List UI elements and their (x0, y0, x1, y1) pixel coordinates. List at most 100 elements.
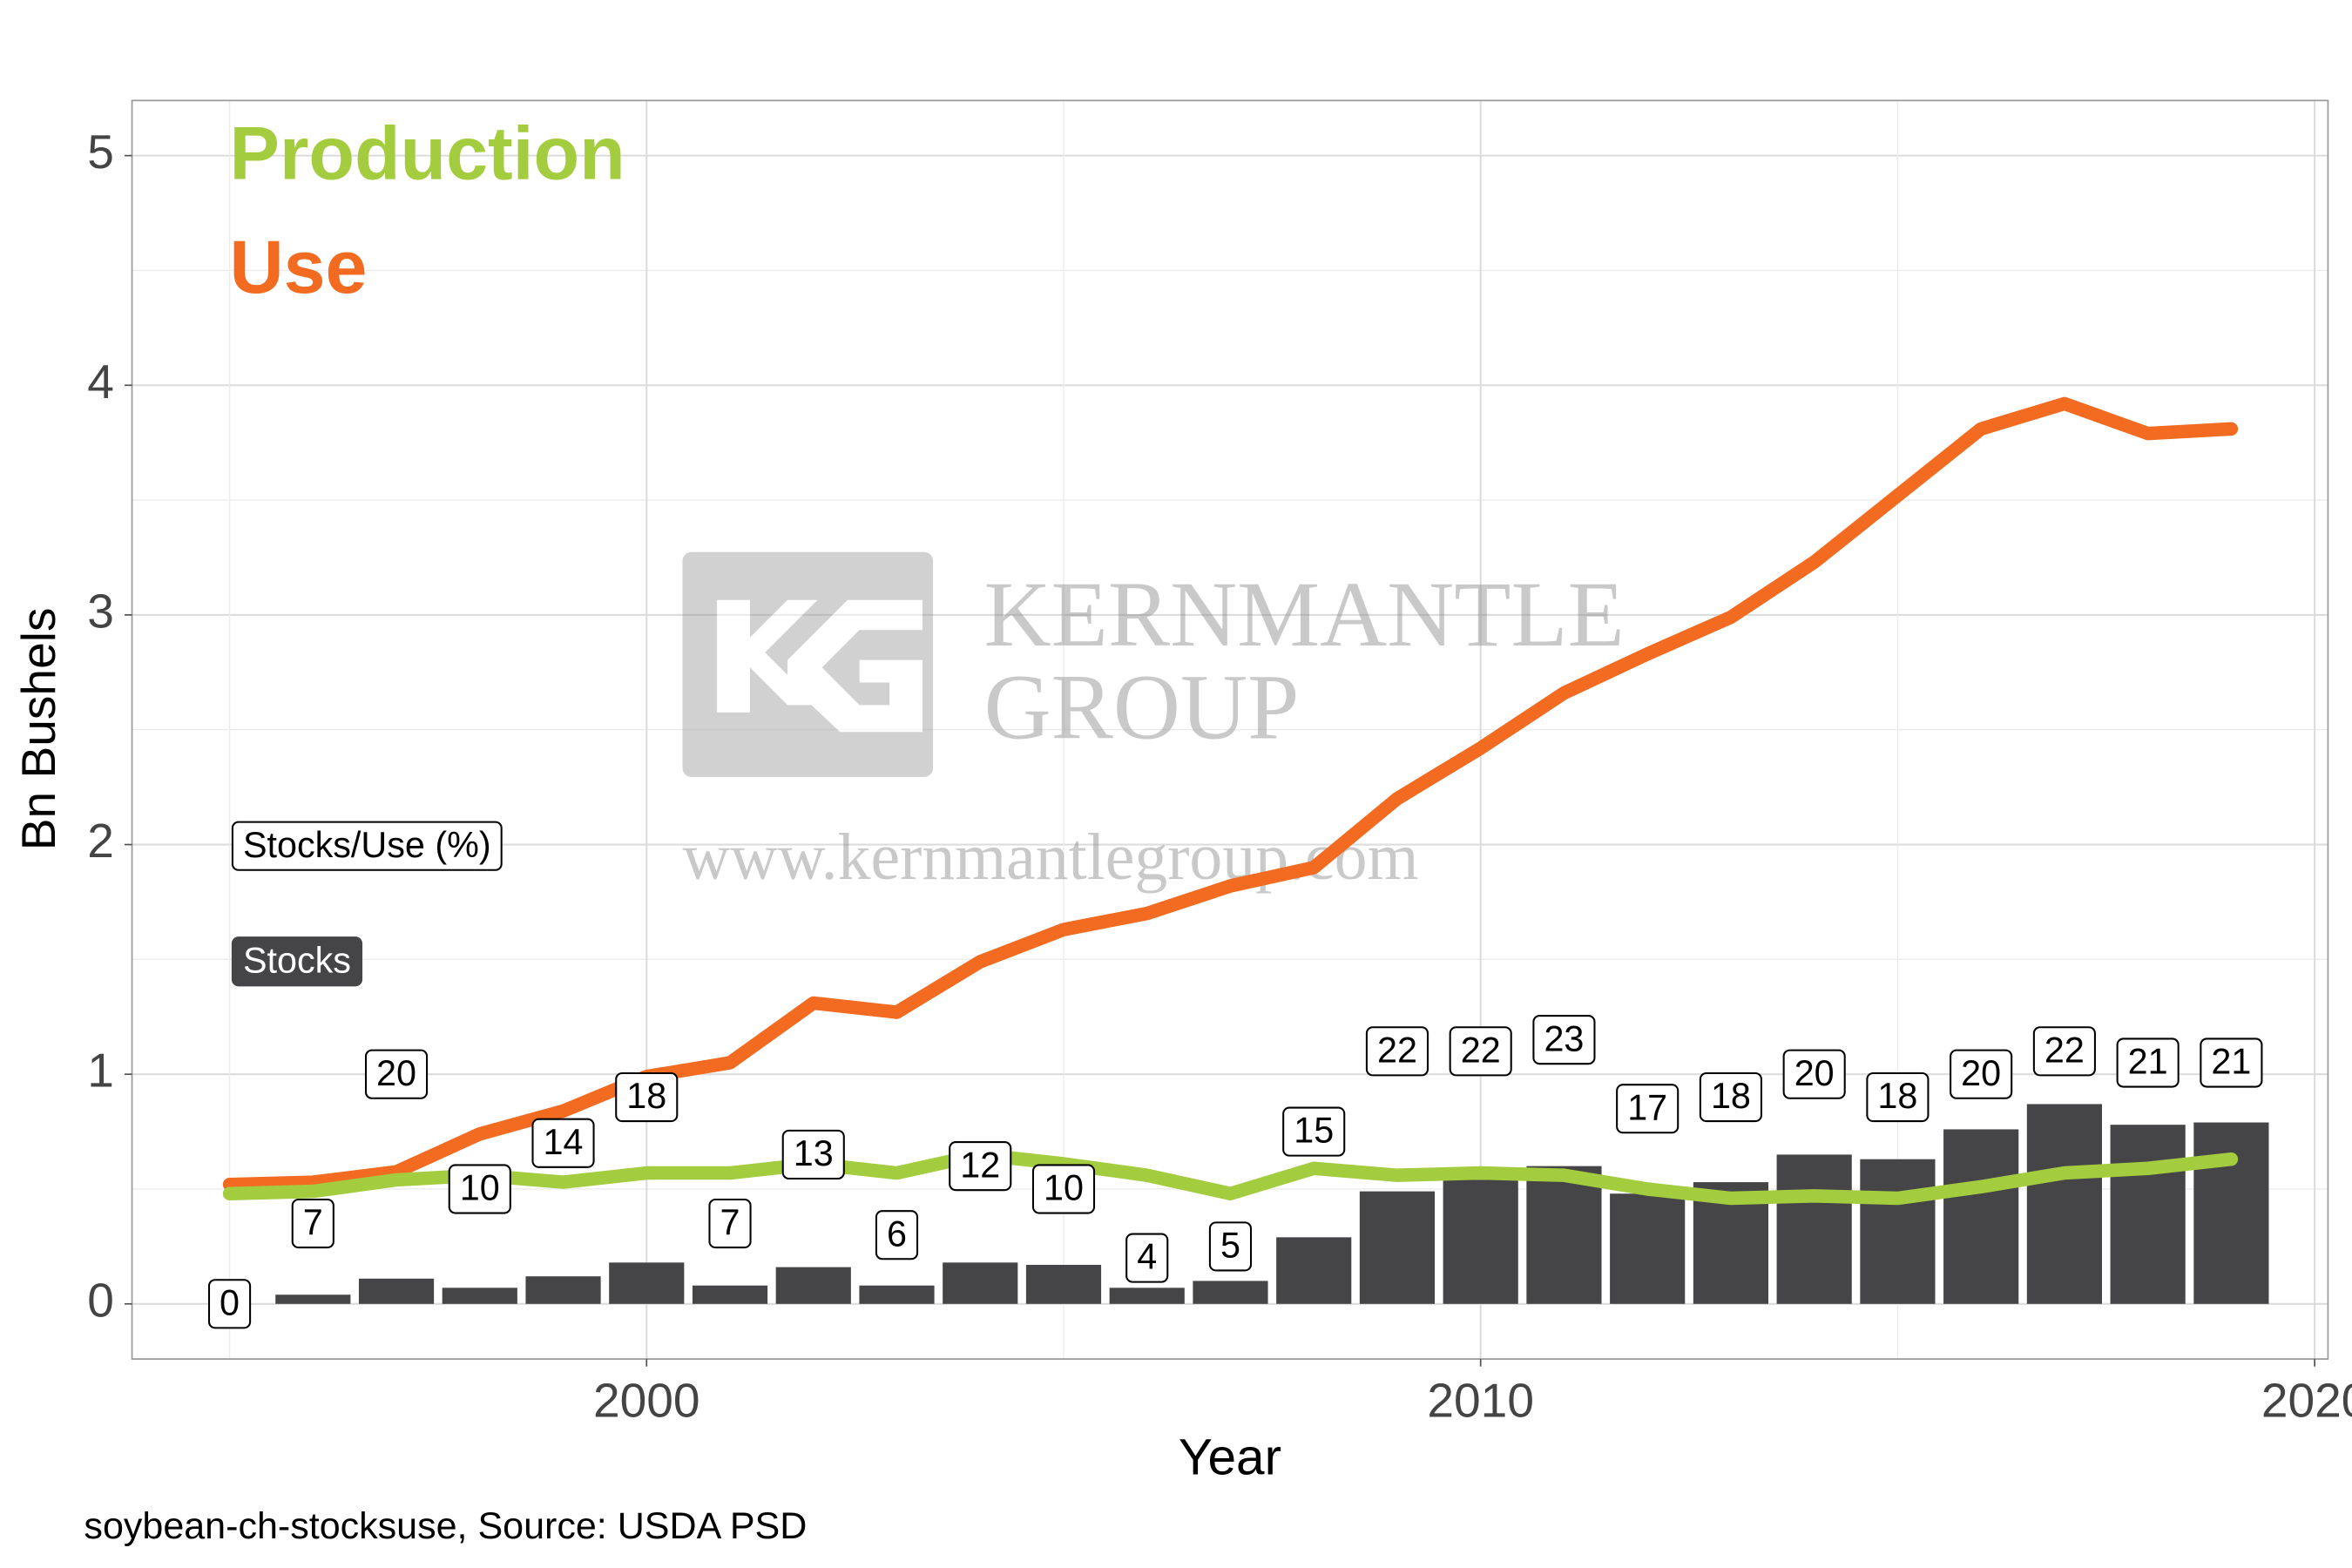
data-label-text: 12 (960, 1145, 1000, 1185)
data-label: 18 (615, 1071, 679, 1123)
bar (1276, 1237, 1352, 1304)
y-tick-label: 4 (87, 355, 114, 409)
data-label: 6 (875, 1210, 919, 1260)
data-label-box (1950, 1049, 2013, 1099)
bar (2026, 1104, 2102, 1304)
data-label-text: 17 (1627, 1087, 1667, 1127)
data-label-text: 22 (1377, 1030, 1417, 1070)
data-label: 4 (1125, 1233, 1169, 1283)
legend: Production Use Stocks Stocks/Use (%) (229, 112, 625, 987)
data-label-box (1532, 1015, 1596, 1065)
x-axis-title: Year (1179, 1429, 1281, 1486)
data-label-box (875, 1210, 919, 1260)
watermark-logo (682, 551, 934, 777)
legend-label-key: Stocks/Use (%) (231, 821, 503, 871)
legend-entry: Production (229, 112, 625, 195)
data-label-box (949, 1141, 1012, 1192)
data-label-text: 21 (2211, 1042, 2251, 1082)
data-label-text: 20 (1794, 1053, 1835, 1093)
data-label: 12 (949, 1141, 1012, 1192)
data-label-text: 13 (794, 1133, 834, 1173)
data-label-box (364, 1049, 429, 1099)
data-label: 22 (1365, 1026, 1429, 1077)
data-label-text: 10 (460, 1168, 500, 1208)
data-label-box (207, 1279, 252, 1329)
panel-border (131, 99, 2329, 1360)
data-label: 21 (2200, 1037, 2263, 1088)
x-tick-label: 2010 (1427, 1373, 1534, 1427)
data-label-box (1699, 1071, 1762, 1123)
bar (275, 1294, 351, 1304)
watermark: KERNMANTLE GROUP www.kernmantlegroup.com (682, 551, 1625, 894)
caption: soybean-ch-stocksuse, Source: USDA PSD (84, 1505, 807, 1547)
data-label-box (531, 1118, 595, 1168)
data-label-box (2116, 1037, 2180, 1088)
line (222, 1147, 2239, 1206)
watermark-name: KERNMANTLE (984, 564, 1625, 666)
data-label-text: 14 (544, 1122, 584, 1162)
bar (1943, 1129, 2019, 1304)
y-axis-title: Bn Bushels (11, 608, 65, 851)
data-label: 21 (2116, 1037, 2180, 1088)
bar (859, 1285, 935, 1304)
bar (943, 1262, 1018, 1304)
bar (1109, 1288, 1185, 1304)
data-label: 15 (1282, 1106, 1346, 1157)
y-tick-label: 3 (87, 584, 114, 638)
data-label-box (1282, 1106, 1346, 1157)
y-tick-label: 0 (87, 1273, 114, 1327)
data-label-text: 15 (1294, 1111, 1334, 1151)
data-label-text: 0 (220, 1282, 240, 1322)
data-label: 10 (1031, 1164, 1096, 1214)
data-label: 20 (364, 1049, 429, 1099)
legend-bar-key-box (231, 936, 363, 987)
data-label-box (1616, 1084, 1680, 1134)
data-label-box (1365, 1026, 1429, 1077)
data-label: 23 (1532, 1015, 1596, 1065)
data-label: 7 (708, 1198, 752, 1249)
legend-bar-key-text: Stocks (243, 940, 351, 980)
data-label-box (2200, 1037, 2263, 1088)
data-label-text: 20 (1961, 1053, 2001, 1093)
data-label: 18 (1699, 1071, 1762, 1123)
data-label-box (708, 1198, 752, 1249)
data-label-box (448, 1164, 511, 1214)
data-label-text: 4 (1137, 1237, 1157, 1277)
bar (1025, 1264, 1102, 1304)
bar (1359, 1191, 1436, 1304)
bar (775, 1267, 851, 1304)
legend-entry: Use (229, 226, 367, 309)
watermark-mark (717, 599, 923, 733)
x-tick-label: 2020 (2261, 1373, 2352, 1427)
data-label: 7 (291, 1198, 335, 1249)
data-label-box (1208, 1221, 1253, 1272)
data-label-text: 18 (1711, 1076, 1751, 1116)
data-label-box (615, 1071, 679, 1123)
bar (1776, 1154, 1852, 1304)
data-label-text: 6 (887, 1213, 907, 1254)
data-label-box (1031, 1164, 1096, 1214)
watermark-url: www.kernmantlegroup.com (682, 821, 1418, 894)
data-label-text: 22 (2044, 1030, 2085, 1070)
data-label: 18 (1866, 1071, 1930, 1123)
data-label-text: 10 (1044, 1168, 1084, 1208)
data-label-box (291, 1198, 335, 1249)
data-label-box (1449, 1026, 1512, 1077)
data-label-box (1782, 1049, 1846, 1099)
data-label-box (1125, 1233, 1169, 1283)
bar (1610, 1193, 1686, 1304)
bar (525, 1276, 601, 1304)
bar (609, 1262, 685, 1304)
x-tick-label: 2000 (593, 1373, 700, 1427)
data-label-text: 18 (626, 1076, 666, 1116)
data-label-text: 22 (1461, 1030, 1501, 1070)
bar (1860, 1159, 1936, 1304)
legend-label-key-box (231, 821, 503, 871)
watermark-name: GROUP (984, 657, 1300, 760)
data-label: 13 (781, 1129, 845, 1180)
bar (2110, 1125, 2186, 1304)
data-label-text: 21 (2128, 1042, 2168, 1082)
bar (1526, 1166, 1602, 1304)
plot-marks: 0 7 20 10 14 18 7 13 6 12 10 4 5 15 22 22 23 17 18 20 18 20 22… (207, 396, 2269, 1329)
data-label-text: 7 (303, 1202, 323, 1242)
